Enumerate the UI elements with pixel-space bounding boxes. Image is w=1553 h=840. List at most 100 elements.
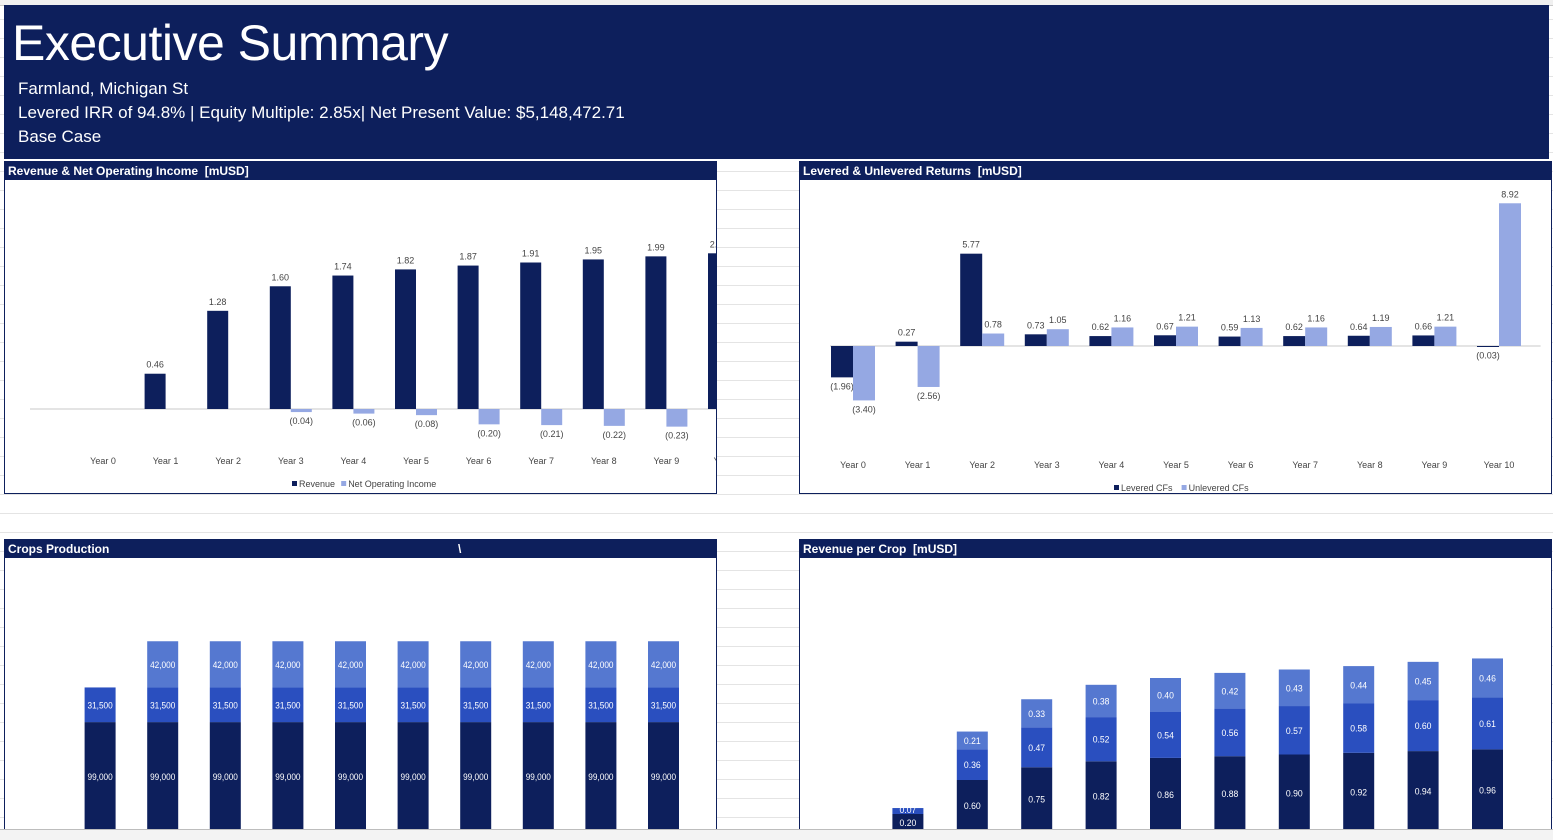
data-label: 31,500 bbox=[88, 700, 113, 710]
stack-segment bbox=[1214, 672, 1246, 709]
category-label: Year 5 bbox=[403, 456, 429, 466]
category-label: Year 7 bbox=[528, 456, 554, 466]
stack-segment bbox=[1343, 703, 1375, 753]
data-label: 0.38 bbox=[1093, 696, 1110, 706]
stack-segment bbox=[335, 722, 366, 830]
bar-primary bbox=[1089, 336, 1112, 346]
bar-primary bbox=[1154, 335, 1176, 346]
data-label: 0.21 bbox=[964, 736, 981, 746]
category-label: Year 3 bbox=[959, 558, 985, 560]
data-label: 1.13 bbox=[1243, 314, 1261, 324]
data-label: 1.87 bbox=[459, 252, 477, 262]
bar-secondary bbox=[290, 409, 312, 413]
category-label: Year 5 bbox=[1088, 558, 1114, 560]
bar-primary bbox=[1412, 335, 1435, 346]
category-label: Year 4 bbox=[275, 558, 301, 560]
stack-segment bbox=[272, 641, 304, 688]
category-label: Year 1 bbox=[905, 460, 931, 470]
data-label: 42,000 bbox=[463, 660, 488, 670]
stack-segment bbox=[1407, 661, 1439, 701]
stack-segment bbox=[335, 687, 366, 723]
category-label: Year 7 bbox=[463, 558, 489, 560]
category-label: Year 9 bbox=[1422, 460, 1448, 470]
bar-secondary bbox=[917, 346, 940, 387]
legend-label: Revenue bbox=[299, 479, 335, 489]
data-label: 0.62 bbox=[1092, 322, 1110, 332]
bar-primary bbox=[831, 346, 853, 378]
stack-segment bbox=[1150, 712, 1181, 758]
category-label: Year 3 bbox=[1034, 460, 1060, 470]
category-label: Year 6 bbox=[400, 558, 426, 560]
data-label: 0.46 bbox=[146, 360, 164, 370]
data-label: 31,500 bbox=[526, 700, 551, 710]
stack-segment bbox=[1085, 717, 1117, 762]
stack-segment bbox=[892, 808, 924, 814]
data-label: (0.22) bbox=[603, 430, 627, 440]
bar-secondary bbox=[1046, 329, 1069, 346]
stack-segment bbox=[147, 641, 179, 688]
data-label: (2.56) bbox=[917, 391, 941, 401]
stack-segment bbox=[522, 687, 554, 723]
legend-swatch bbox=[292, 481, 297, 486]
data-label: 0.73 bbox=[1027, 320, 1045, 330]
data-label: (0.06) bbox=[352, 418, 376, 428]
data-label: 42,000 bbox=[150, 660, 175, 670]
stack-segment bbox=[522, 641, 554, 688]
category-label: Year 9 bbox=[1346, 558, 1372, 560]
category-label: Year 8 bbox=[591, 456, 617, 466]
category-label: Year 8 bbox=[1281, 558, 1307, 560]
data-label: 0.27 bbox=[898, 328, 916, 338]
category-label: Year 5 bbox=[338, 558, 364, 560]
stack-segment bbox=[956, 731, 988, 750]
data-label: 1.99 bbox=[647, 242, 665, 252]
data-label: 99,000 bbox=[588, 772, 613, 782]
category-label: Year 4 bbox=[341, 456, 367, 466]
data-label: 0.44 bbox=[1350, 680, 1367, 690]
data-label: 0.90 bbox=[1286, 788, 1303, 798]
category-label: Year 9 bbox=[588, 558, 614, 560]
bar-secondary bbox=[666, 409, 688, 427]
data-label: 0.60 bbox=[964, 801, 981, 811]
stack-segment bbox=[147, 722, 179, 830]
legend-swatch bbox=[1114, 485, 1119, 490]
stack-segment bbox=[956, 749, 988, 780]
data-label: 31,500 bbox=[588, 700, 613, 710]
data-label: 0.58 bbox=[1350, 724, 1367, 734]
stack-segment bbox=[460, 641, 492, 688]
chart-title: Crops Production \ bbox=[5, 540, 716, 558]
bar-primary bbox=[520, 262, 542, 409]
data-label: 1.95 bbox=[585, 245, 603, 255]
data-label: 1.21 bbox=[1437, 313, 1455, 323]
bar-secondary bbox=[603, 409, 625, 426]
data-label: 0.82 bbox=[1093, 792, 1110, 802]
stack-segment bbox=[147, 687, 179, 723]
category-label: Year 7 bbox=[1217, 558, 1243, 560]
category-label: Year 6 bbox=[1153, 558, 1179, 560]
stack-segment bbox=[892, 814, 924, 830]
returns-chart-panel[interactable]: Levered & Unlevered Returns [mUSD] (1.96… bbox=[799, 161, 1552, 494]
revenue-per-crop-chart-panel[interactable]: Revenue per Crop [mUSD] Year 10.200.07Ye… bbox=[799, 539, 1552, 830]
data-label: 0.07 bbox=[900, 805, 917, 815]
category-label: Year 8 bbox=[1357, 460, 1383, 470]
category-label: Year 2 bbox=[895, 558, 921, 560]
crops-production-chart-panel[interactable]: Crops Production\ Year 099,00031,500Year… bbox=[4, 539, 717, 830]
stack-segment bbox=[397, 722, 429, 830]
crops-production-chart: Year 0 99,000 31,500 Year 1 99,000 31,500 42,0… bbox=[25, 558, 679, 830]
data-label: 42,000 bbox=[338, 660, 363, 670]
data-label: 0.96 bbox=[1479, 786, 1496, 796]
stack-segment bbox=[397, 641, 429, 688]
stack-segment bbox=[460, 722, 492, 830]
revenue-noi-chart: Year 0 0.46 Year 1 1.28 Year 2 1.60 (0.04) Year… bbox=[30, 239, 716, 489]
revenue-noi-chart-panel[interactable]: Revenue & Net Operating Income [mUSD] Ye… bbox=[4, 161, 717, 494]
category-label: Year 4 bbox=[1024, 558, 1050, 560]
legend-label: Levered CFs bbox=[1121, 483, 1173, 493]
data-label: 99,000 bbox=[651, 772, 676, 782]
bar-primary bbox=[960, 253, 983, 346]
data-label: 1.16 bbox=[1114, 313, 1132, 323]
sheet-tabs-bar[interactable] bbox=[0, 829, 1553, 840]
category-label: Year 2 bbox=[969, 460, 995, 470]
bar-secondary bbox=[1305, 327, 1328, 346]
bar-primary bbox=[269, 286, 291, 409]
data-label: 5.77 bbox=[962, 240, 980, 250]
legend-swatch bbox=[341, 481, 347, 486]
